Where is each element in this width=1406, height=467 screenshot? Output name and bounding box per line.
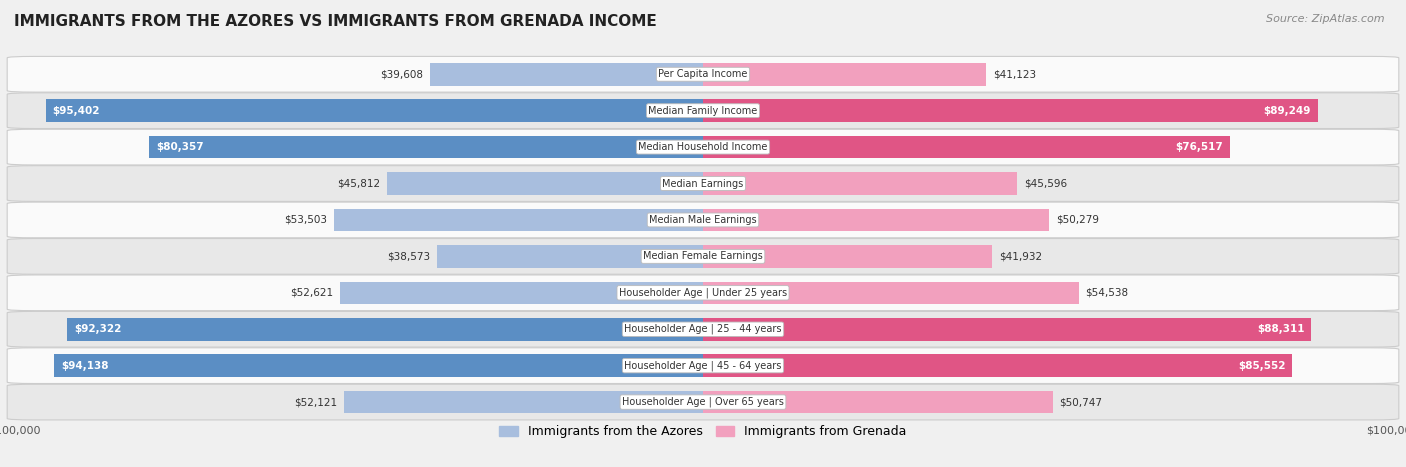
Bar xyxy=(46,99,703,122)
Text: Median Female Earnings: Median Female Earnings xyxy=(643,251,763,262)
FancyBboxPatch shape xyxy=(7,129,1399,165)
Bar xyxy=(335,209,703,231)
Text: Householder Age | 45 - 64 years: Householder Age | 45 - 64 years xyxy=(624,361,782,371)
Text: Median Earnings: Median Earnings xyxy=(662,178,744,189)
Text: $94,138: $94,138 xyxy=(62,361,108,371)
Text: $41,123: $41,123 xyxy=(993,69,1036,79)
Text: $45,596: $45,596 xyxy=(1024,178,1067,189)
Text: $95,402: $95,402 xyxy=(52,106,100,116)
Text: Householder Age | Over 65 years: Householder Age | Over 65 years xyxy=(621,397,785,407)
Text: $85,552: $85,552 xyxy=(1239,361,1285,371)
FancyBboxPatch shape xyxy=(7,202,1399,238)
Text: Median Family Income: Median Family Income xyxy=(648,106,758,116)
Bar xyxy=(703,99,1317,122)
Bar xyxy=(55,354,703,377)
Text: Householder Age | Under 25 years: Householder Age | Under 25 years xyxy=(619,288,787,298)
Bar xyxy=(430,63,703,85)
FancyBboxPatch shape xyxy=(7,275,1399,311)
Text: $50,279: $50,279 xyxy=(1056,215,1099,225)
FancyBboxPatch shape xyxy=(7,57,1399,92)
Text: Median Male Earnings: Median Male Earnings xyxy=(650,215,756,225)
Text: $50,747: $50,747 xyxy=(1060,397,1102,407)
Text: $41,932: $41,932 xyxy=(998,251,1042,262)
FancyBboxPatch shape xyxy=(7,384,1399,420)
Text: Per Capita Income: Per Capita Income xyxy=(658,69,748,79)
FancyBboxPatch shape xyxy=(7,348,1399,383)
Bar xyxy=(703,136,1230,158)
Text: $52,121: $52,121 xyxy=(294,397,337,407)
Text: $45,812: $45,812 xyxy=(337,178,381,189)
Text: $92,322: $92,322 xyxy=(75,324,121,334)
Text: IMMIGRANTS FROM THE AZORES VS IMMIGRANTS FROM GRENADA INCOME: IMMIGRANTS FROM THE AZORES VS IMMIGRANTS… xyxy=(14,14,657,29)
Text: $80,357: $80,357 xyxy=(156,142,204,152)
Bar xyxy=(703,282,1078,304)
Text: Source: ZipAtlas.com: Source: ZipAtlas.com xyxy=(1267,14,1385,24)
Text: $76,517: $76,517 xyxy=(1175,142,1223,152)
Text: $88,311: $88,311 xyxy=(1257,324,1305,334)
Text: $39,608: $39,608 xyxy=(380,69,423,79)
Bar xyxy=(437,245,703,268)
Bar xyxy=(703,354,1292,377)
Text: $89,249: $89,249 xyxy=(1264,106,1310,116)
Text: $52,621: $52,621 xyxy=(291,288,333,298)
Legend: Immigrants from the Azores, Immigrants from Grenada: Immigrants from the Azores, Immigrants f… xyxy=(495,420,911,443)
Bar xyxy=(703,245,991,268)
Bar xyxy=(340,282,703,304)
Bar xyxy=(703,209,1049,231)
Text: Householder Age | 25 - 44 years: Householder Age | 25 - 44 years xyxy=(624,324,782,334)
Bar xyxy=(344,391,703,413)
FancyBboxPatch shape xyxy=(7,166,1399,201)
Bar xyxy=(149,136,703,158)
Text: $53,503: $53,503 xyxy=(284,215,328,225)
Bar xyxy=(703,63,987,85)
Text: Median Household Income: Median Household Income xyxy=(638,142,768,152)
Text: $54,538: $54,538 xyxy=(1085,288,1129,298)
Bar xyxy=(388,172,703,195)
Bar xyxy=(67,318,703,340)
FancyBboxPatch shape xyxy=(7,311,1399,347)
Bar xyxy=(703,391,1053,413)
Bar xyxy=(703,318,1312,340)
Bar xyxy=(703,172,1017,195)
Text: $38,573: $38,573 xyxy=(387,251,430,262)
FancyBboxPatch shape xyxy=(7,93,1399,128)
FancyBboxPatch shape xyxy=(7,239,1399,274)
